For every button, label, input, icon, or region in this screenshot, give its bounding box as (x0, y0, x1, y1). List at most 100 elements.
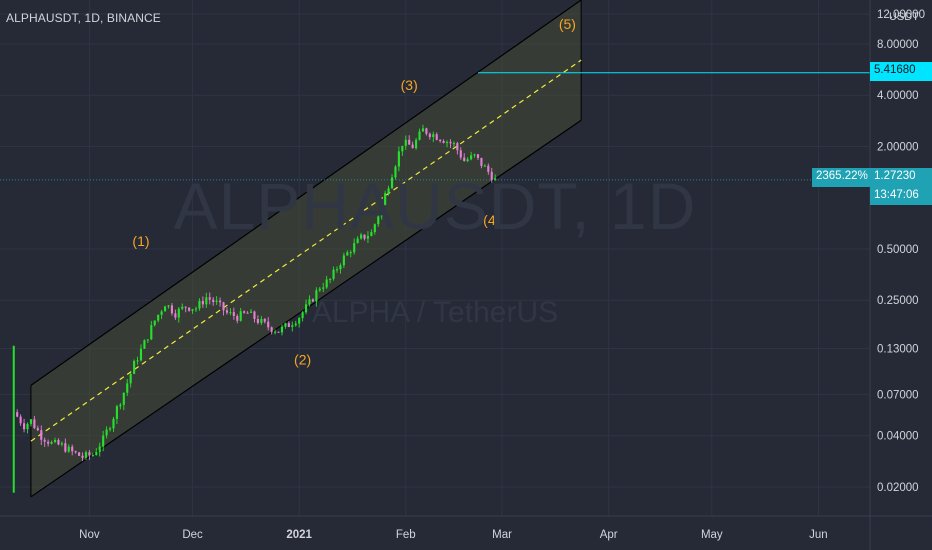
candle-body (445, 141, 449, 143)
candle-body (256, 319, 259, 323)
candle-body (225, 310, 229, 313)
candle-body (428, 133, 431, 138)
candle (449, 139, 452, 149)
candle-body (232, 312, 235, 316)
candle-body (177, 308, 180, 318)
candle-body (115, 406, 118, 419)
candle (301, 311, 304, 322)
candle-body (397, 151, 400, 167)
candle (205, 292, 208, 308)
candle (415, 137, 418, 150)
candle (263, 318, 266, 324)
channel-upper-line[interactable] (30, 0, 582, 386)
candle (88, 449, 91, 460)
wave-label-3[interactable]: (3) (401, 77, 418, 93)
candle-body (108, 428, 112, 430)
candle (267, 317, 270, 331)
candle-body (136, 360, 139, 362)
wave-label-2[interactable]: (2) (294, 351, 311, 367)
candle (480, 157, 483, 169)
candle-body (404, 139, 407, 146)
candle-body (201, 300, 204, 305)
candle (236, 314, 239, 324)
candle-body (16, 412, 19, 417)
candle (380, 203, 383, 220)
candle-body (466, 159, 469, 162)
candle-body (253, 311, 256, 320)
candle (146, 339, 149, 344)
time-tick-label: Mar (492, 529, 512, 541)
price-axis-unit: USDT (889, 11, 919, 23)
time-tick-label: Nov (79, 529, 100, 541)
last-price-tag: 1.27230 (870, 168, 932, 187)
candle (143, 339, 146, 349)
wave-label-1[interactable]: (1) (132, 233, 149, 249)
candle (126, 378, 129, 396)
candle-body (19, 416, 22, 424)
candle-body (308, 299, 311, 305)
candle-body (26, 423, 29, 430)
candle (428, 132, 431, 140)
candle (232, 307, 235, 320)
candle (119, 402, 122, 410)
candle-body (325, 279, 328, 288)
symbol-title[interactable]: ALPHAUSDT, 1D, BINANCE (6, 11, 161, 25)
candle-body (198, 300, 201, 309)
candle-body (452, 143, 455, 145)
candle (487, 163, 490, 175)
channel-midline[interactable] (30, 59, 582, 442)
candle-body (459, 150, 462, 158)
candle (78, 451, 81, 457)
candle (373, 223, 376, 235)
candle (57, 438, 60, 446)
candle-body (53, 439, 57, 442)
candle-body (243, 311, 246, 313)
candle (71, 444, 74, 456)
time-tick-label: May (701, 529, 723, 541)
candle-body (191, 309, 194, 311)
candle (421, 124, 425, 132)
candle-body (119, 404, 122, 407)
price-tick-label: 2.00000 (877, 141, 919, 153)
candle (102, 430, 105, 452)
candle (397, 146, 400, 172)
candle (332, 266, 335, 281)
time-tick-label: Dec (182, 529, 203, 541)
candle-body (421, 128, 425, 132)
candle (60, 441, 63, 447)
candle-body (267, 321, 270, 328)
candle (23, 418, 26, 433)
candle (401, 145, 404, 156)
candle (43, 437, 46, 447)
candle-body (122, 392, 125, 405)
candle-body (318, 288, 321, 291)
candle-body (390, 177, 394, 189)
wave-label-4[interactable]: (4) (483, 212, 500, 228)
price-tick-label: 4.00000 (877, 90, 919, 102)
price-tick-label: 0.25000 (877, 295, 919, 307)
price-tick-label: 12.00000 (877, 9, 925, 21)
candle-body (425, 128, 428, 134)
candle (370, 229, 373, 237)
candle (74, 450, 77, 454)
time-tick-label: Jun (809, 529, 828, 541)
candle (360, 232, 363, 240)
candle-body (91, 454, 94, 456)
candle (473, 153, 476, 158)
candle-body (304, 304, 308, 313)
candle-body (181, 306, 184, 309)
wave-label-5[interactable]: (5) (559, 16, 576, 32)
candle (239, 307, 242, 322)
candle (115, 404, 118, 424)
candle-body (394, 166, 397, 178)
candle (466, 157, 469, 163)
candle-body (449, 141, 452, 144)
candle (122, 392, 125, 411)
candle-body (274, 331, 277, 333)
candle-body (222, 302, 225, 311)
channel-fill (30, 0, 582, 497)
candle-body (29, 419, 33, 424)
candle (33, 415, 36, 429)
